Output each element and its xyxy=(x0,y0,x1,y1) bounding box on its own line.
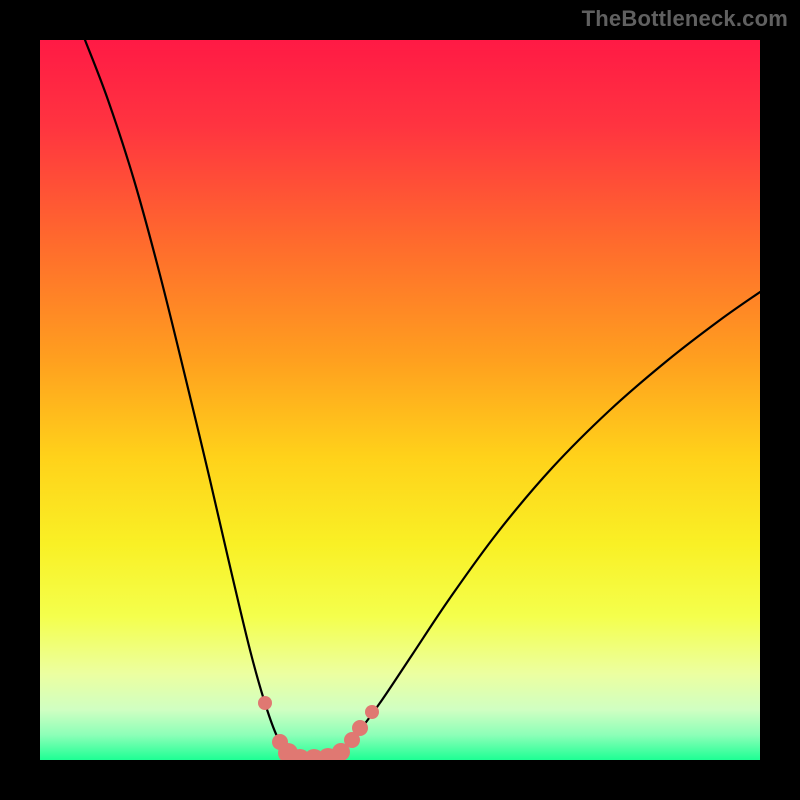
curve-marker xyxy=(258,696,272,710)
watermark-text: TheBottleneck.com xyxy=(582,6,788,32)
curve-marker xyxy=(352,720,368,736)
plot-background xyxy=(40,40,760,760)
chart-root: TheBottleneck.com xyxy=(0,0,800,800)
curve-marker xyxy=(365,705,379,719)
bottleneck-chart-svg xyxy=(0,0,800,800)
